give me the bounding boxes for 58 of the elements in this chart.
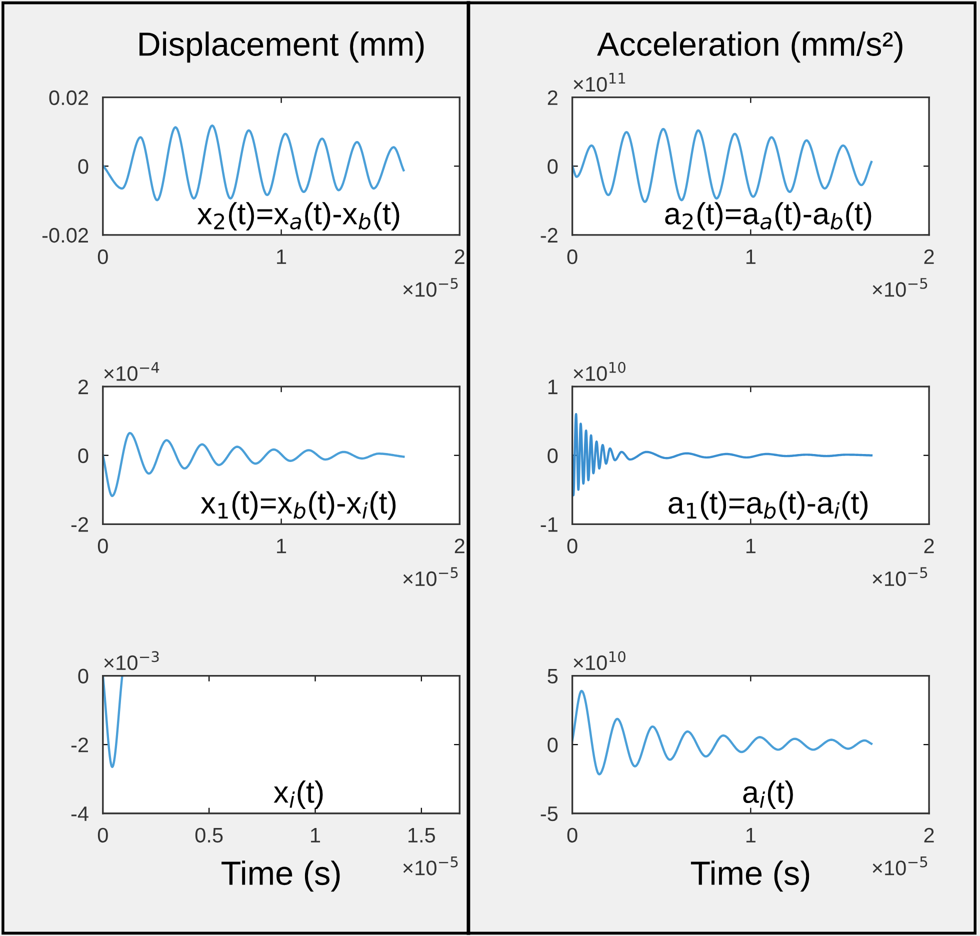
text: ×10$^{−3}$ xyxy=(104,651,159,670)
text: ×10$^{−5}$ xyxy=(403,856,458,876)
y-tick-label: -2 xyxy=(71,738,88,752)
text: ×10$^{−5}$ xyxy=(403,278,458,297)
y-tick-label: -2 xyxy=(540,228,558,242)
x-tick-label: 0 xyxy=(98,828,108,843)
text: ×10$^{−4}$ xyxy=(104,362,160,381)
x-tick-label: 2 xyxy=(924,538,934,554)
annotation: x$_{1}$(t)=x$_{b}$(t)-x$_{i}$(t) xyxy=(200,491,396,520)
x-tick-label: 0.5 xyxy=(195,828,223,843)
x-axis-title: Time (s) xyxy=(690,860,810,892)
chart-title: Displacement (mm) xyxy=(140,32,424,63)
text: ×10$^{−5}$ xyxy=(403,567,458,586)
annotation: x$_{2}$(t)=x$_{a}$(t)-x$_{b}$(t) xyxy=(197,202,400,231)
x-tick-label: 1.5 xyxy=(408,828,436,843)
y-tick-label: 5 xyxy=(548,669,558,684)
y-tick-label: 0 xyxy=(78,668,88,684)
y-tick-label: 0 xyxy=(548,738,558,752)
x-tick-label: 0 xyxy=(98,538,108,554)
y-tick-label: 0.02 xyxy=(49,90,88,106)
x-tick-label: 1 xyxy=(746,828,756,842)
x-tick-label: 0 xyxy=(567,249,578,264)
y-tick-label: -5 xyxy=(540,806,558,822)
y-tick-label: 1 xyxy=(548,380,558,394)
x-tick-label: 1 xyxy=(746,538,756,554)
x-tick-label: 0 xyxy=(567,538,578,554)
y-tick-label: 0 xyxy=(548,448,558,464)
text: ×10$^{−5}$ xyxy=(872,567,928,586)
annotation: a$_{1}$(t)=a$_{b}$(t)-a$_{i}$(t) xyxy=(668,491,868,520)
x-tick-label: 2 xyxy=(454,538,464,554)
text: ×10$^{10}$ xyxy=(574,362,626,381)
y-tick-label: 2 xyxy=(548,90,558,105)
y-tick-label: 0 xyxy=(78,448,88,464)
x-tick-label: 1 xyxy=(277,538,286,554)
annotation: x$_{i}$(t) xyxy=(274,780,323,810)
text: ×10$^{11}$ xyxy=(574,72,626,92)
x-tick-label: 2 xyxy=(454,249,464,264)
x-tick-label: 0 xyxy=(98,249,108,264)
y-tick-label: -1 xyxy=(540,517,558,532)
annotation: a$_{2}$(t)=a$_{a}$(t)-a$_{b}$(t) xyxy=(665,202,872,231)
x-tick-label: 2 xyxy=(924,249,934,264)
y-tick-label: 0 xyxy=(78,159,88,174)
x-tick-label: 1 xyxy=(746,250,756,264)
text: ×10$^{−5}$ xyxy=(872,856,928,876)
x-tick-label: 2 xyxy=(924,828,934,842)
x-axis-title: Time (s) xyxy=(222,860,340,892)
x-tick-label: 0 xyxy=(567,828,578,843)
x-tick-label: 1 xyxy=(311,828,320,842)
y-tick-label: -4 xyxy=(71,806,88,821)
chart-title: Acceleration (mm/s²) xyxy=(597,32,902,63)
y-tick-label: -2 xyxy=(71,517,88,532)
text: ×10$^{−5}$ xyxy=(872,278,928,297)
y-tick-label: 2 xyxy=(78,380,88,394)
text: ×10$^{10}$ xyxy=(574,651,626,670)
y-tick-label: 0 xyxy=(548,159,558,174)
x-tick-label: 1 xyxy=(277,250,286,264)
y-tick-label: -0.02 xyxy=(42,228,88,243)
annotation: a$_{i}$(t) xyxy=(743,780,793,810)
